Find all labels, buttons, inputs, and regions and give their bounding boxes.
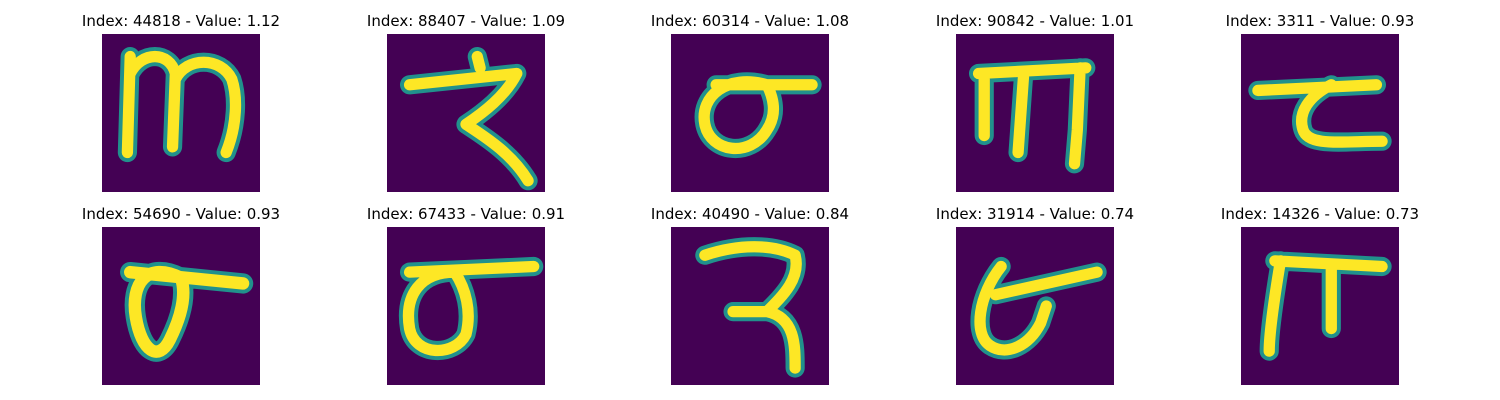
panel-title-6: Index: 54690 - Value: 0.93 <box>81 205 281 223</box>
panel-title-1: Index: 44818 - Value: 1.12 <box>81 12 281 30</box>
panel-title-8: Index: 40490 - Value: 0.84 <box>650 205 850 223</box>
digit-image-8 <box>671 227 829 385</box>
panel-title-7: Index: 67433 - Value: 0.91 <box>366 205 566 223</box>
digit-image-1 <box>102 34 260 192</box>
digit-image-7 <box>387 227 545 385</box>
panel-title-9: Index: 31914 - Value: 0.74 <box>935 205 1135 223</box>
panel-title-10: Index: 14326 - Value: 0.73 <box>1220 205 1420 223</box>
digit-image-4 <box>956 34 1114 192</box>
panel-title-2: Index: 88407 - Value: 1.09 <box>366 12 566 30</box>
digit-image-2 <box>387 34 545 192</box>
digit-image-10 <box>1241 227 1399 385</box>
digit-image-5 <box>1241 34 1399 192</box>
panel-title-5: Index: 3311 - Value: 0.93 <box>1225 12 1415 30</box>
digit-image-3 <box>671 34 829 192</box>
panel-title-4: Index: 90842 - Value: 1.01 <box>935 12 1135 30</box>
digit-image-6 <box>102 227 260 385</box>
panel-title-3: Index: 60314 - Value: 1.08 <box>650 12 850 30</box>
digit-image-9 <box>956 227 1114 385</box>
